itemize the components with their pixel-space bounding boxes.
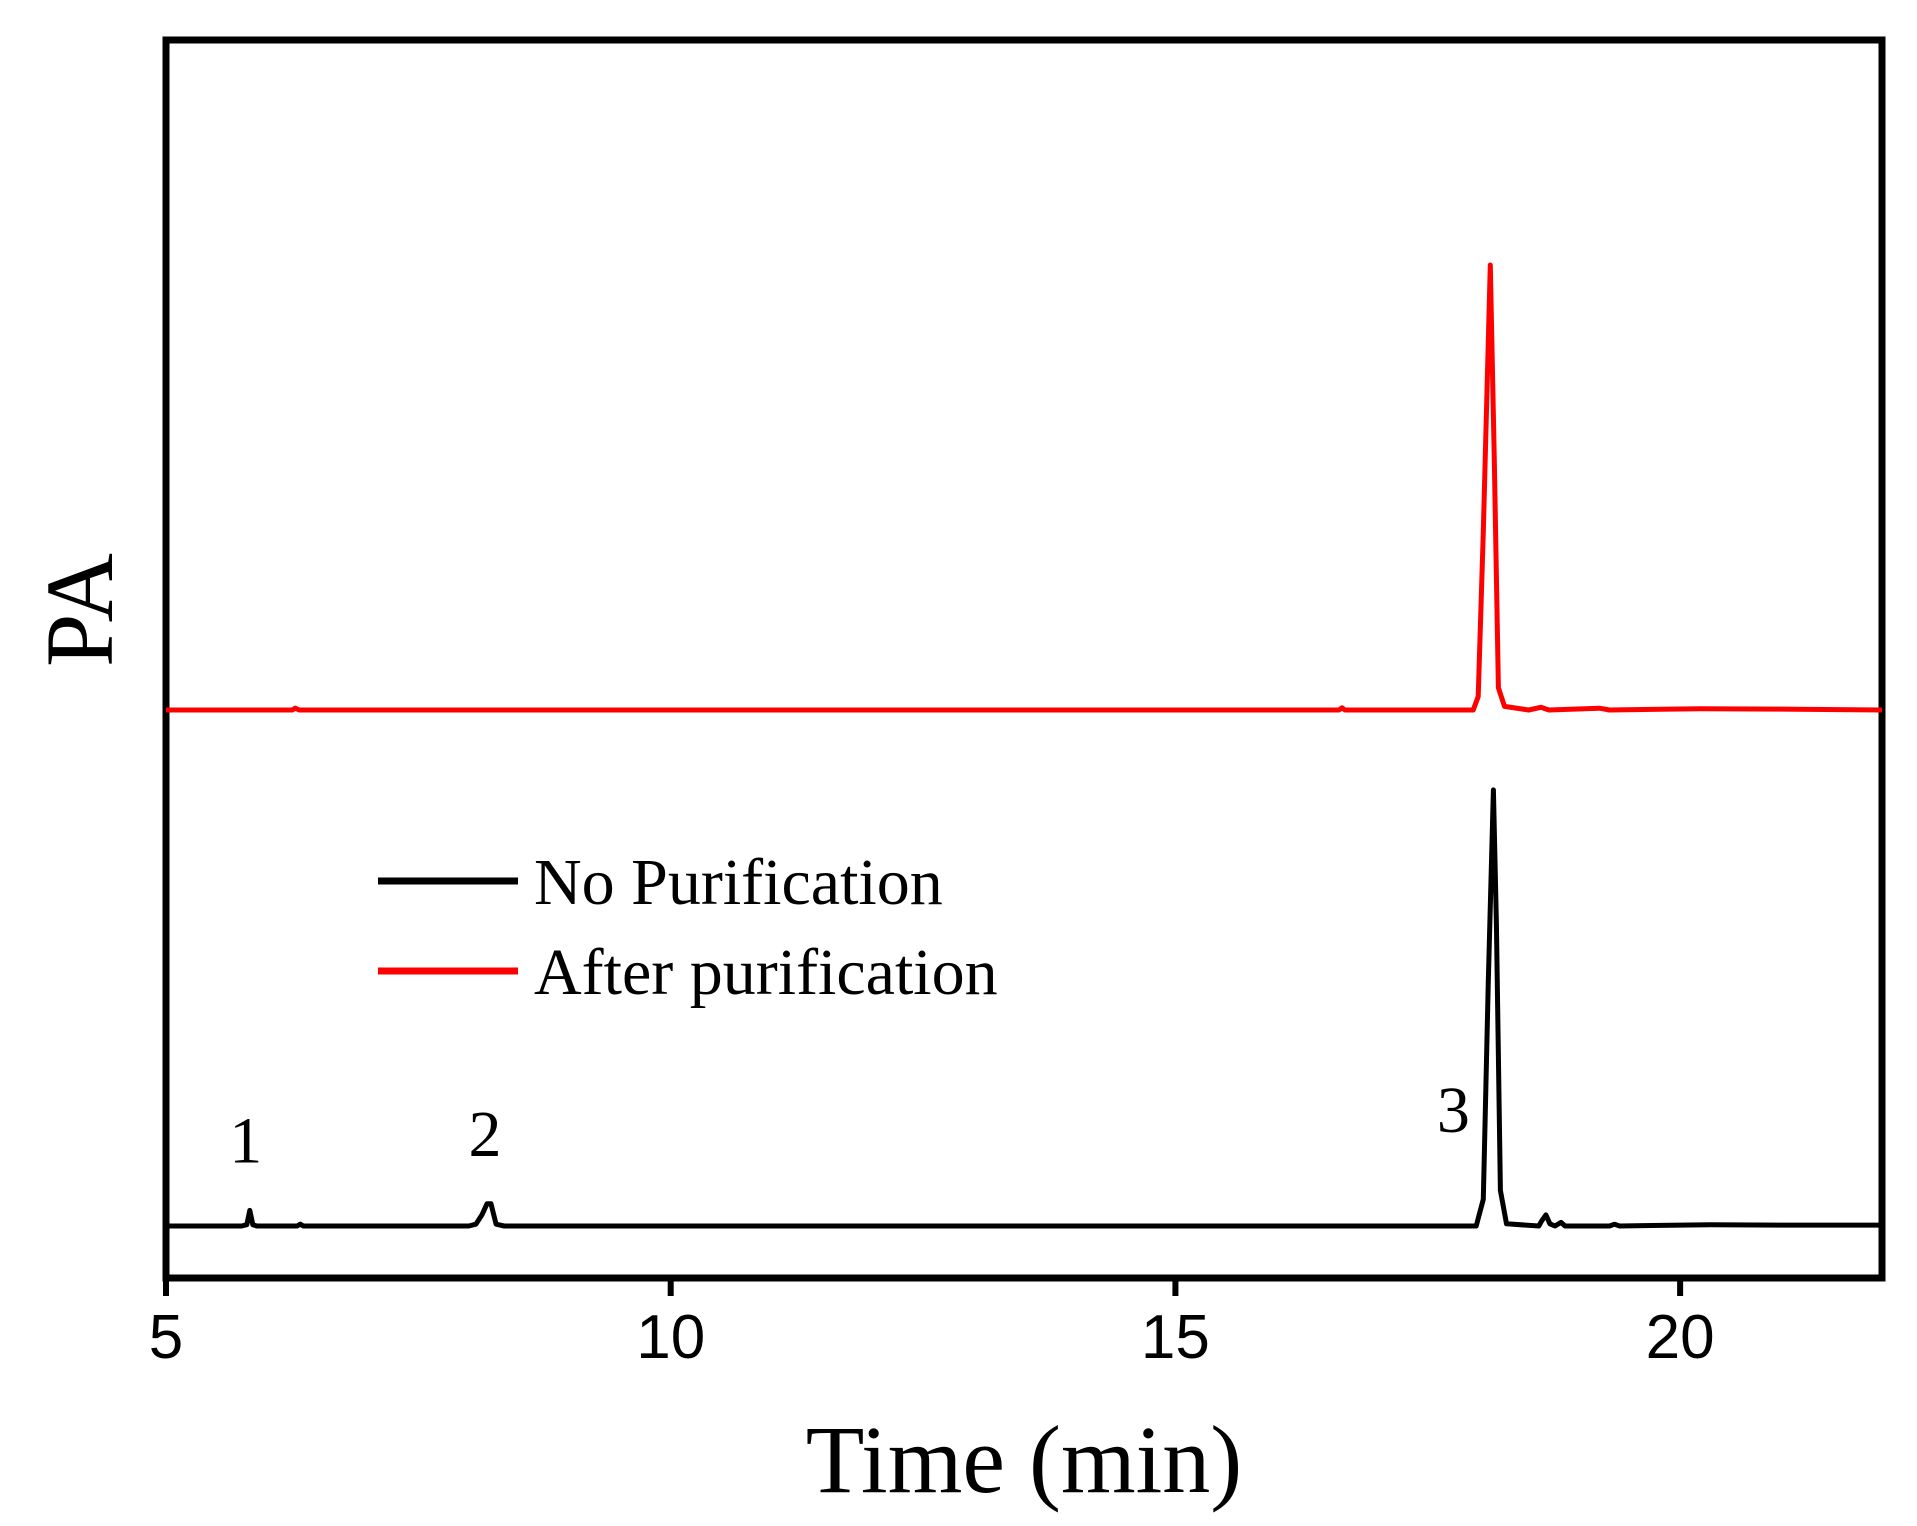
x-tick-label: 5 xyxy=(149,1303,183,1372)
peak-label-1: 1 xyxy=(229,1104,262,1177)
legend: No Purification After purification xyxy=(378,846,998,1009)
x-axis-title: Time (min) xyxy=(806,1406,1243,1513)
x-tick-label: 15 xyxy=(1141,1303,1210,1372)
x-axis: 5 10 15 20 xyxy=(149,1278,1715,1372)
peak-labels: 1 2 3 xyxy=(229,1074,1470,1177)
series-line-no-purification xyxy=(166,787,1882,1229)
y-axis-title: PA xyxy=(26,553,133,667)
peak-label-3: 3 xyxy=(1437,1074,1470,1147)
legend-label-after-purification: After purification xyxy=(534,936,998,1009)
series-layer xyxy=(166,262,1883,1229)
peak-label-2: 2 xyxy=(469,1098,502,1171)
x-tick-label: 10 xyxy=(636,1303,705,1372)
legend-label-no-purification: No Purification xyxy=(534,846,943,919)
plot-frame xyxy=(162,36,1886,1282)
x-tick-label: 20 xyxy=(1646,1303,1715,1372)
series-line-after-purification xyxy=(166,262,1883,713)
